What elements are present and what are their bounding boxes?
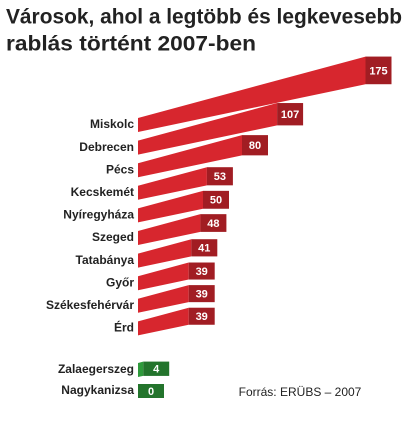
bar bbox=[138, 239, 192, 268]
category-label: Székesfehérvár bbox=[46, 298, 134, 312]
chart-title: Városok, ahol a legtöbb és legkevesebb bbox=[6, 6, 402, 29]
value-label: 107 bbox=[281, 109, 299, 121]
value-label: 39 bbox=[196, 266, 208, 278]
value-label: 39 bbox=[196, 289, 208, 301]
bar bbox=[138, 361, 144, 377]
value-label: 80 bbox=[249, 140, 261, 152]
bar bbox=[138, 307, 189, 336]
bar bbox=[138, 56, 366, 133]
bar-end bbox=[188, 307, 215, 325]
category-label: Debrecen bbox=[79, 140, 134, 154]
bar-end bbox=[200, 214, 227, 232]
category-label: Miskolc bbox=[90, 117, 134, 131]
category-label: Érd bbox=[114, 320, 134, 335]
bar bbox=[138, 262, 189, 291]
bar-end bbox=[138, 384, 164, 398]
value-label: 48 bbox=[207, 218, 219, 230]
bar bbox=[138, 190, 203, 223]
bar-end bbox=[206, 167, 233, 186]
category-label: Szeged bbox=[92, 230, 134, 244]
bar bbox=[138, 285, 189, 313]
bar-end bbox=[191, 239, 218, 257]
category-label: Pécs bbox=[106, 162, 134, 176]
bar-end bbox=[203, 190, 229, 209]
value-label: 0 bbox=[148, 386, 154, 398]
chart-title: rablás történt 2007-ben bbox=[6, 33, 256, 56]
category-label: Nagykanizsa bbox=[61, 383, 134, 397]
value-label: 50 bbox=[210, 195, 222, 207]
category-label: Tatabánya bbox=[76, 253, 135, 267]
value-label: 53 bbox=[214, 171, 226, 183]
bar-end bbox=[277, 103, 304, 126]
bar bbox=[138, 214, 201, 245]
value-label: 175 bbox=[369, 65, 387, 77]
bar bbox=[138, 103, 278, 155]
category-label: Zalaegerszeg bbox=[58, 362, 134, 376]
bar bbox=[138, 135, 242, 178]
category-label: Nyíregyháza bbox=[63, 208, 134, 222]
value-label: 4 bbox=[153, 364, 160, 376]
bar-end bbox=[365, 56, 392, 85]
category-label: Kecskemét bbox=[71, 185, 134, 199]
bar-end bbox=[242, 135, 268, 156]
bar-end bbox=[188, 262, 215, 280]
bar-end bbox=[143, 361, 170, 376]
value-label: 39 bbox=[196, 311, 208, 323]
value-label: 41 bbox=[198, 243, 210, 255]
category-label: Győr bbox=[106, 275, 134, 289]
bar-end bbox=[188, 285, 215, 303]
bar bbox=[138, 167, 207, 200]
source-note: Forrás: ERÜBS – 2007 bbox=[239, 385, 362, 399]
